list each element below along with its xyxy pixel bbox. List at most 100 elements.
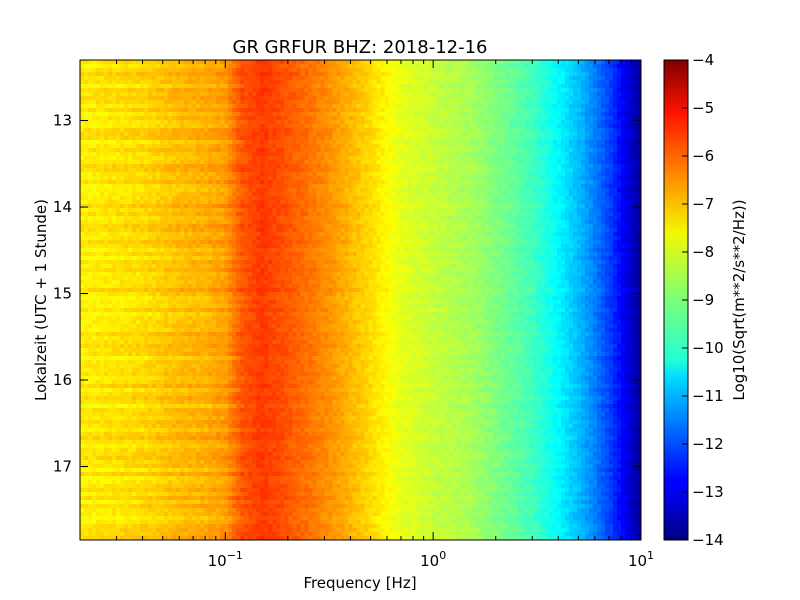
heatmap-cell xyxy=(488,128,494,133)
heatmap-cell xyxy=(276,200,281,205)
heatmap-cell xyxy=(212,196,217,201)
heatmap-cell xyxy=(220,64,225,69)
heatmap-cell xyxy=(576,164,582,169)
heatmap-cell xyxy=(332,104,338,109)
heatmap-cell xyxy=(188,100,193,105)
heatmap-cell xyxy=(208,148,213,153)
heatmap-cell xyxy=(372,96,378,101)
heatmap-cell xyxy=(332,136,338,141)
heatmap-cell xyxy=(612,84,618,89)
heatmap-cell xyxy=(436,76,442,81)
heatmap-cell xyxy=(464,68,470,73)
heatmap-cell xyxy=(468,176,474,181)
heatmap-cell xyxy=(376,144,382,149)
heatmap-cell xyxy=(488,72,494,77)
heatmap-cell xyxy=(260,148,265,153)
heatmap-cell xyxy=(388,136,394,141)
heatmap-cell xyxy=(612,128,618,133)
heatmap-cell xyxy=(576,184,582,189)
heatmap-cell xyxy=(548,112,554,117)
heatmap-cell xyxy=(516,156,522,161)
heatmap-cell xyxy=(592,72,598,77)
heatmap-cell xyxy=(248,112,253,117)
heatmap-cell xyxy=(440,156,446,161)
heatmap-cell xyxy=(292,108,297,113)
heatmap-cell xyxy=(620,92,626,97)
heatmap-cell xyxy=(196,112,201,117)
heatmap-cell xyxy=(212,100,217,105)
heatmap-cell xyxy=(156,120,161,125)
heatmap-cell xyxy=(568,184,574,189)
heatmap-cell xyxy=(244,60,249,65)
heatmap-cell xyxy=(464,140,470,145)
heatmap-cell xyxy=(320,164,326,169)
heatmap-cell xyxy=(432,144,438,149)
heatmap-cell xyxy=(232,164,237,169)
heatmap-cell xyxy=(424,136,430,141)
heatmap-cell xyxy=(588,64,594,69)
heatmap-cell xyxy=(508,136,514,141)
heatmap-cell xyxy=(544,168,550,173)
heatmap-cell xyxy=(216,184,221,189)
heatmap-cell xyxy=(140,116,145,121)
heatmap-cell xyxy=(472,196,478,201)
heatmap-cell xyxy=(240,180,245,185)
heatmap-cell xyxy=(528,140,534,145)
heatmap-cell xyxy=(192,60,197,65)
heatmap-cell xyxy=(440,192,446,197)
heatmap-cell xyxy=(280,140,285,145)
heatmap-cell xyxy=(256,108,261,113)
heatmap-cell xyxy=(488,100,494,105)
heatmap-cell xyxy=(480,124,486,129)
heatmap-cell xyxy=(520,60,526,65)
heatmap-cell xyxy=(292,164,297,169)
heatmap-cell xyxy=(352,136,358,141)
heatmap-cell xyxy=(108,72,113,77)
heatmap-cell xyxy=(248,132,253,137)
heatmap-cell xyxy=(300,76,305,81)
heatmap-cell xyxy=(572,156,578,161)
heatmap-cell xyxy=(452,80,458,85)
heatmap-cell xyxy=(412,148,418,153)
heatmap-cell xyxy=(244,104,249,109)
heatmap-cell xyxy=(208,124,213,129)
heatmap-cell xyxy=(284,184,289,189)
heatmap-cell xyxy=(600,108,606,113)
heatmap-cell xyxy=(360,60,366,65)
heatmap-cell xyxy=(96,168,101,173)
heatmap-cell xyxy=(344,188,350,193)
heatmap-cell xyxy=(396,176,402,181)
heatmap-cell xyxy=(340,124,346,129)
heatmap-cell xyxy=(320,140,326,145)
heatmap-cell xyxy=(124,72,129,77)
heatmap-cell xyxy=(112,128,117,133)
heatmap-cell xyxy=(544,120,550,125)
heatmap-cell xyxy=(160,156,165,161)
heatmap-cell xyxy=(348,76,354,81)
heatmap-cell xyxy=(208,164,213,169)
heatmap-cell xyxy=(104,148,109,153)
heatmap-cell xyxy=(104,96,109,101)
heatmap-cell xyxy=(140,88,145,93)
heatmap-cell xyxy=(636,156,641,161)
heatmap-cell xyxy=(332,116,338,121)
heatmap-cell xyxy=(412,172,418,177)
heatmap-cell xyxy=(176,164,181,169)
heatmap-cell xyxy=(188,192,193,197)
heatmap-cell xyxy=(592,104,598,109)
heatmap-cell xyxy=(572,100,578,105)
heatmap-cell xyxy=(88,68,93,73)
heatmap-cell xyxy=(456,168,462,173)
heatmap-cell xyxy=(188,152,193,157)
heatmap-cell xyxy=(420,160,426,165)
heatmap-cell xyxy=(576,156,582,161)
heatmap-cell xyxy=(376,184,382,189)
heatmap-cell xyxy=(364,180,370,185)
heatmap-cell xyxy=(328,80,334,85)
heatmap-cell xyxy=(204,200,209,205)
heatmap-cell xyxy=(188,168,193,173)
heatmap-cell xyxy=(460,120,466,125)
heatmap-cell xyxy=(532,128,538,133)
heatmap-cell xyxy=(132,148,137,153)
heatmap-cell xyxy=(544,132,550,137)
